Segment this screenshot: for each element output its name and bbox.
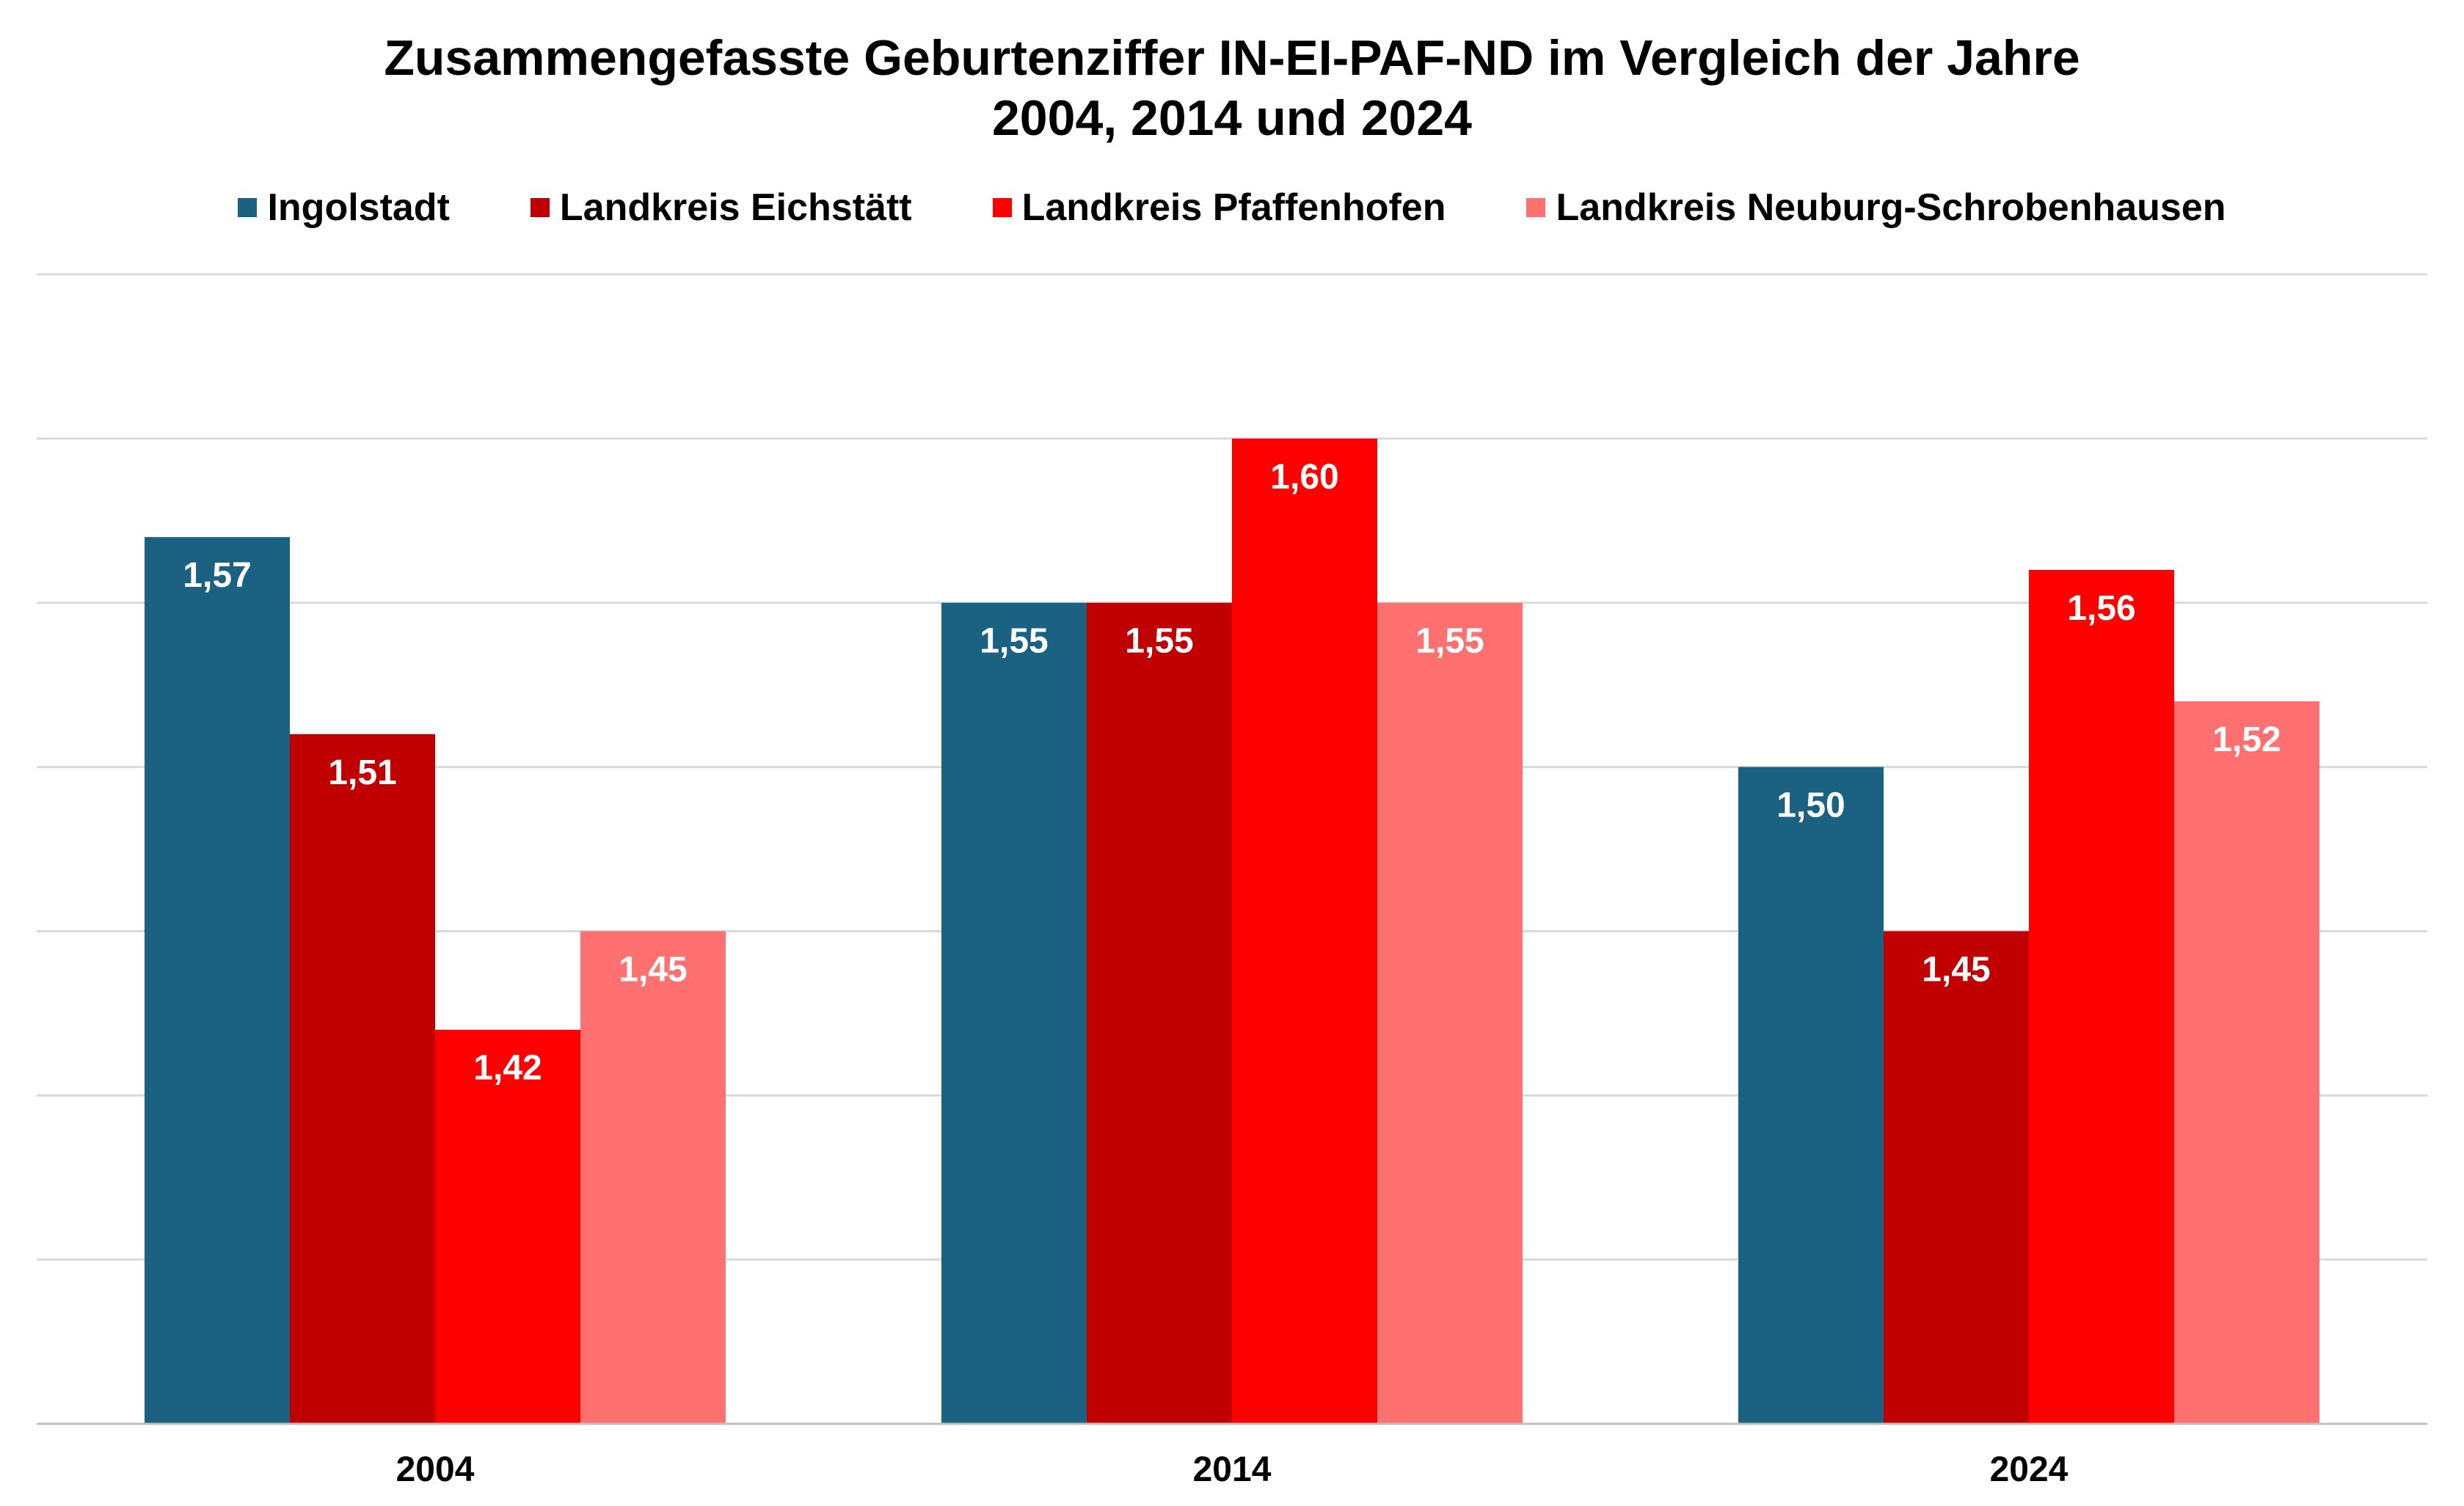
legend-swatch-eichstaett	[530, 198, 550, 217]
legend-item-pfaffenhofen: Landkreis Pfaffenhofen	[992, 186, 1446, 230]
data-labels: 1,57 1,51 1,42 1,45 1,55 1,55 1,60 1,55 1,50 1,45…	[183, 458, 2281, 1088]
x-tick-label: 2004	[396, 1450, 475, 1489]
x-tick-label: 2024	[1990, 1450, 2068, 1489]
bar	[1884, 931, 2029, 1424]
data-label: 1,57	[183, 556, 251, 595]
data-label: 1,55	[980, 622, 1048, 661]
legend-label-eichstaett: Landkreis Eichstätt	[559, 186, 912, 229]
bar	[1087, 602, 1232, 1424]
chart-title-line-2: 2004, 2014 und 2024	[991, 90, 1472, 146]
chart-title: Zusammengefasste Geburtenziffer IN-EI-PA…	[0, 28, 2464, 148]
bar	[2174, 701, 2319, 1424]
bar	[580, 931, 726, 1424]
x-tick-label: 2014	[1193, 1450, 1272, 1489]
legend-swatch-pfaffenhofen	[992, 198, 1012, 217]
bar	[1738, 767, 1884, 1424]
bars	[145, 438, 2319, 1425]
data-label: 1,52	[2212, 720, 2281, 759]
bar	[1232, 438, 1377, 1424]
bar	[145, 537, 290, 1425]
chart-title-line-1: Zusammengefasste Geburtenziffer IN-EI-PA…	[384, 30, 2080, 86]
data-label: 1,45	[1922, 950, 1990, 989]
legend-item-neuburg: Landkreis Neuburg-Schrobenhausen	[1526, 186, 2226, 230]
x-axis: 2004 2014 2024	[37, 1422, 2427, 1489]
data-label: 1,45	[619, 950, 687, 989]
bar	[2029, 569, 2174, 1424]
bar	[941, 602, 1087, 1424]
chart-legend: Ingolstadt Landkreis Eichstätt Landkreis…	[0, 175, 2464, 241]
legend-label-ingolstadt: Ingolstadt	[267, 186, 450, 229]
data-label: 1,56	[2067, 589, 2135, 628]
data-label: 1,50	[1776, 786, 1845, 825]
data-label: 1,60	[1270, 458, 1338, 497]
bar	[290, 734, 435, 1424]
data-label: 1,51	[328, 753, 396, 792]
data-label: 1,42	[473, 1049, 542, 1088]
legend-item-ingolstadt: Ingolstadt	[238, 186, 450, 230]
legend-label-neuburg: Landkreis Neuburg-Schrobenhausen	[1556, 186, 2226, 229]
data-label: 1,55	[1415, 622, 1484, 661]
legend-swatch-ingolstadt	[238, 198, 258, 217]
data-label: 1,55	[1125, 622, 1193, 661]
legend-item-eichstaett: Landkreis Eichstätt	[530, 186, 912, 230]
bar	[1377, 602, 1523, 1424]
legend-label-pfaffenhofen: Landkreis Pfaffenhofen	[1021, 186, 1446, 229]
bar	[435, 1029, 580, 1424]
legend-swatch-neuburg	[1526, 198, 1546, 217]
